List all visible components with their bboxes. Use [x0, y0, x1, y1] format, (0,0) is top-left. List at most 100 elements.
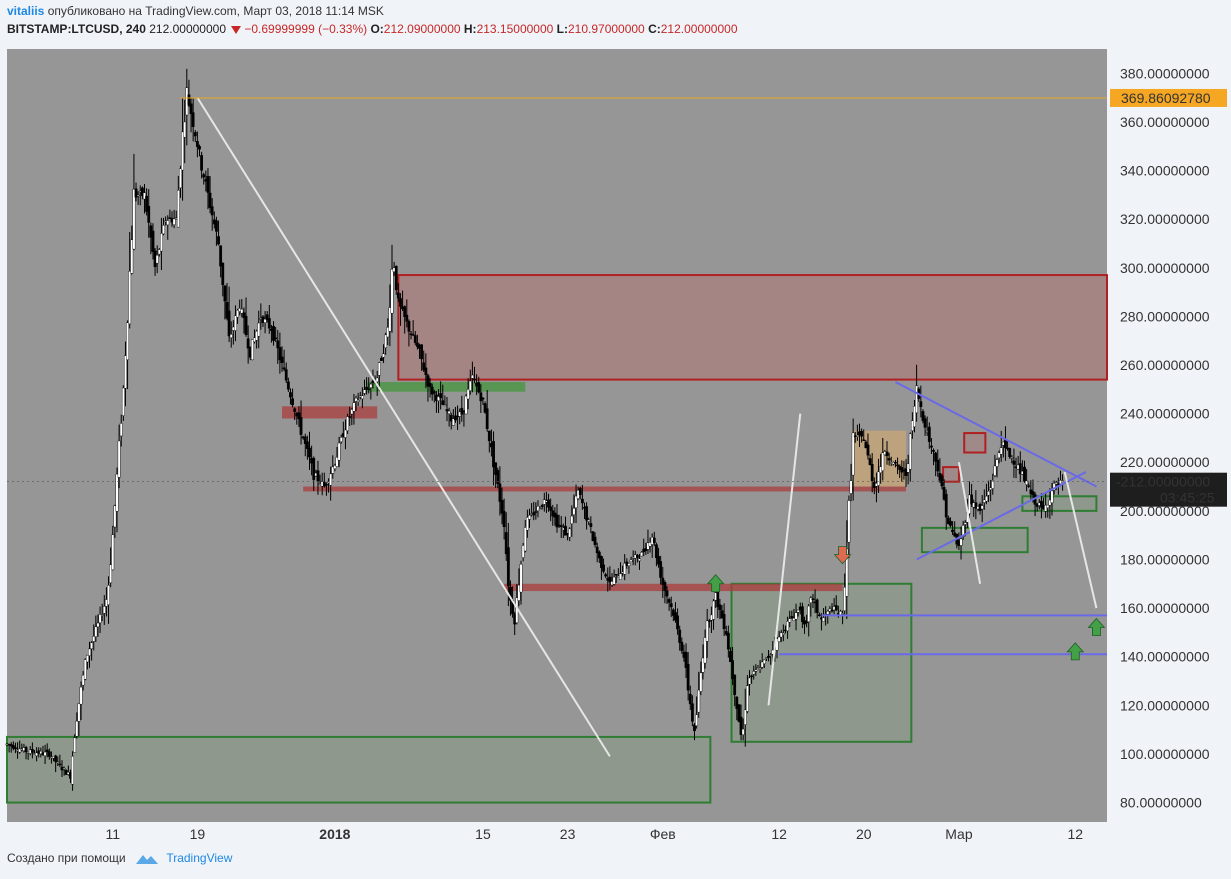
candle-body	[1023, 466, 1026, 482]
candle-body	[267, 318, 271, 329]
candle-body	[1040, 500, 1043, 508]
y-tick-label: 160.00000000	[1120, 600, 1210, 616]
x-tick-label: 11	[105, 826, 120, 842]
y-tick-label: 140.00000000	[1120, 649, 1210, 665]
candle-body	[862, 439, 866, 441]
candle-body	[250, 339, 254, 361]
candle-body	[422, 362, 426, 371]
candle-body	[572, 508, 576, 515]
candle-body	[528, 515, 531, 520]
candle-body	[223, 285, 227, 302]
candle-body	[367, 388, 371, 390]
candle-body	[830, 609, 834, 612]
candle-body	[365, 386, 369, 390]
candle-body	[426, 375, 430, 387]
candle-body	[18, 748, 22, 753]
publish-info: vitaliis опубликовано на TradingView.com…	[7, 4, 384, 18]
candle-body	[305, 441, 309, 449]
candle-body	[399, 298, 402, 307]
candle-body	[219, 245, 223, 267]
trendline	[767, 413, 802, 706]
candle-body	[612, 576, 616, 585]
candle-body	[849, 480, 853, 494]
candle-body	[240, 309, 244, 314]
candle-body	[1031, 491, 1035, 496]
high-level-label: 369.86092780	[1121, 90, 1211, 106]
candle-body	[614, 573, 618, 576]
ohlc-bar: BITSTAMP:LTCUSD, 240 212.00000000 −0.699…	[7, 22, 738, 36]
candle-body	[147, 205, 151, 223]
arrow-up-icon	[1066, 642, 1085, 661]
tradingview-link[interactable]: TradingView	[166, 851, 233, 865]
candle-body	[921, 411, 925, 421]
candle-body	[90, 642, 94, 649]
candle-body	[940, 475, 944, 487]
candle-body	[726, 632, 730, 650]
candle-body	[944, 493, 948, 518]
candle-body	[183, 121, 187, 138]
candle-body	[604, 574, 608, 577]
candle-body	[877, 471, 880, 486]
candle-body	[847, 500, 851, 543]
trendline	[957, 462, 982, 584]
candle-body	[157, 249, 161, 255]
candle-body	[375, 377, 379, 382]
candle-body	[506, 547, 510, 587]
candle-body	[176, 190, 180, 228]
price-axis[interactable]	[1107, 40, 1231, 846]
candle-body	[868, 458, 872, 466]
candle-body	[43, 751, 47, 756]
candle-body	[246, 338, 250, 349]
candle-body	[265, 314, 269, 321]
candle-body	[102, 606, 106, 614]
candle-body	[722, 614, 726, 630]
candle-body	[578, 488, 582, 496]
candle-body	[350, 409, 354, 415]
candle-body	[923, 418, 927, 428]
trendlines-layer	[196, 97, 1107, 757]
candle-body	[54, 755, 58, 762]
candle-body	[333, 465, 337, 469]
candle-body	[885, 451, 889, 457]
tradingview-logo-icon[interactable]	[135, 852, 159, 866]
candle-body	[927, 426, 931, 442]
high-value: 213.15000000	[476, 22, 554, 36]
candle-body	[748, 677, 751, 685]
candle-body	[62, 768, 66, 770]
y-axis-labels: 80.00000000 100.00000000 120.00000000 140.0…	[1120, 65, 1210, 810]
time-axis[interactable]	[0, 822, 1107, 846]
candle-body	[303, 436, 307, 444]
candle-body	[663, 582, 667, 591]
candle-body	[293, 408, 297, 412]
candle-body	[1044, 504, 1048, 512]
candle-body	[420, 344, 424, 360]
candle-body	[737, 704, 741, 722]
candle-body	[750, 675, 754, 677]
candle-body	[564, 525, 567, 536]
candle-body	[908, 433, 912, 470]
candle-body	[109, 564, 113, 584]
plot-area[interactable]	[7, 49, 1107, 842]
candle-body	[733, 674, 737, 696]
x-tick-label: Мар	[945, 826, 973, 842]
y-tick-label: 200.00000000	[1120, 503, 1210, 519]
candle-body	[729, 650, 732, 663]
price-chart[interactable]: 80.00000000 100.00000000 120.00000000 140.0…	[0, 40, 1231, 846]
candle-body	[915, 385, 919, 414]
candle-body	[136, 194, 140, 197]
candle-body	[523, 527, 527, 552]
candle-body	[356, 400, 360, 402]
candle-body	[473, 378, 476, 381]
candle-body	[993, 465, 997, 476]
candle-body	[600, 556, 603, 568]
candle-body	[198, 146, 201, 150]
author-name[interactable]: vitaliis	[7, 4, 45, 18]
candle-body	[30, 749, 34, 753]
candle-body	[443, 404, 447, 406]
countdown-label: 03:45:25	[1160, 490, 1215, 506]
candle-body	[805, 621, 809, 624]
candle-body	[951, 529, 954, 533]
candle-body	[678, 629, 682, 643]
candle-body	[745, 685, 749, 712]
candle-body	[995, 459, 999, 467]
